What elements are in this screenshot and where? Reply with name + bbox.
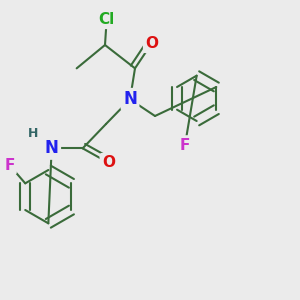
Text: F: F [180, 137, 190, 152]
Text: O: O [145, 36, 158, 51]
Text: H: H [28, 127, 38, 140]
Text: N: N [45, 139, 58, 157]
Text: O: O [102, 155, 115, 170]
Text: N: N [123, 90, 137, 108]
Text: Cl: Cl [98, 12, 115, 27]
Text: F: F [4, 158, 14, 172]
